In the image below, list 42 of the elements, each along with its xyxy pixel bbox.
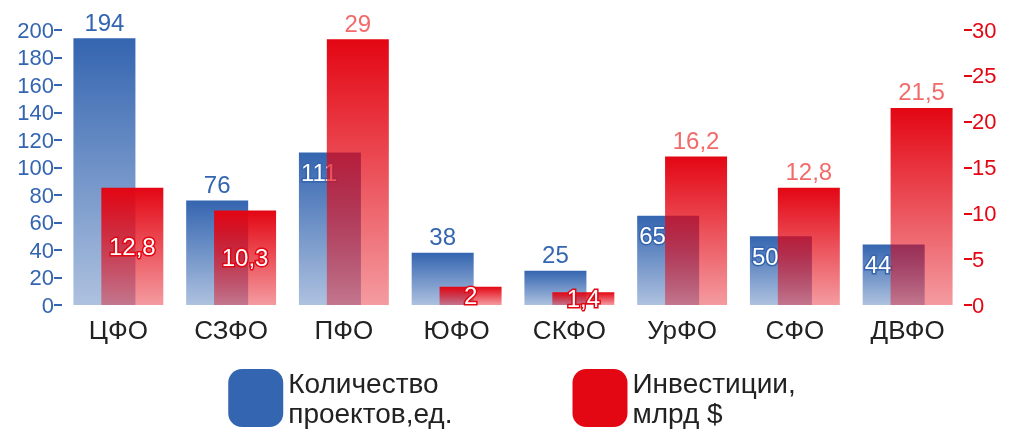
y-tick-label: 20 [29,265,54,290]
data-label: 16,2 [672,127,720,154]
y2-tick-label: 5 [972,246,985,272]
data-label: 29 [344,9,372,37]
data-label: 10,3 [221,244,269,272]
data-label: 12,8 [108,232,156,260]
x-tick-label: УрФО [647,315,718,345]
x-tick-label: СЗФО [194,315,269,345]
data-label: 44 [864,251,892,278]
y2-tick-label: 30 [972,17,997,43]
data-label: 65 [639,222,666,250]
y-tick-label: 200 [17,17,54,43]
y-tick-label: 100 [17,155,54,180]
data-label: 38 [429,223,457,251]
legend-label: Количество проектов,ед. [288,367,453,429]
x-tick-label: ЮФО [423,315,490,345]
y-tick-label: 140 [17,100,54,125]
y-tick-label: 40 [29,237,54,263]
y-tick-label: 180 [17,45,54,70]
y-tick-label: 120 [17,127,54,153]
y-tick-label: 160 [17,72,54,98]
data-label: 2 [463,282,478,310]
x-tick-label: СФО [765,315,825,345]
data-label: 21,5 [898,78,945,106]
data-label: 50 [751,242,779,270]
x-tick-label: ЦФО [88,315,148,345]
y-tick-label: 0 [41,292,54,318]
x-tick-label: СКФО [532,315,606,345]
legend-label: Инвестиции, млрд $ [632,367,796,429]
y2-tick-label: 15 [972,155,997,180]
data-label: 12,8 [785,158,833,186]
data-label: 25 [542,241,569,269]
y-tick-label: 80 [29,182,54,208]
y2-tick-label: 10 [972,200,997,226]
y2-tick-label: 20 [972,109,997,135]
x-tick-label: ДВФО [870,315,945,345]
data-label: 76 [203,171,231,198]
y2-tick-label: 0 [972,292,985,318]
data-label: 194 [84,8,125,36]
x-tick-label: ПФО [314,315,374,345]
y-tick-label: 60 [29,210,54,235]
y2-tick-label: 25 [972,63,997,89]
